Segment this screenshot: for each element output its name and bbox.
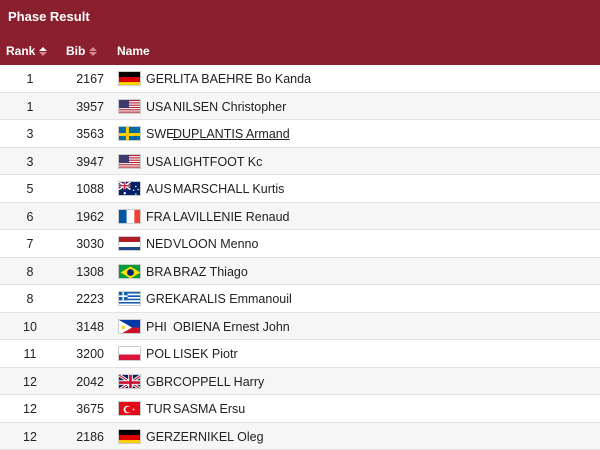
country-code: GBR: [146, 374, 174, 389]
rank-cell: 7: [26, 237, 34, 251]
sweden-flag-icon: [118, 126, 141, 141]
bib-cell: 3947: [76, 154, 104, 169]
country-code: GRE: [146, 292, 174, 306]
bib-cell: 2167: [76, 72, 104, 86]
rank-cell: 12: [23, 429, 37, 444]
bib-cell: 2186: [76, 429, 104, 444]
bib-cell: 3675: [76, 402, 104, 416]
bib-cell: 3957: [76, 99, 104, 114]
country-code: USA: [146, 154, 172, 169]
table-row[interactable]: 10 3148 PHI OBIENA Ernest John: [0, 312, 600, 340]
rank-column-header[interactable]: Rank: [6, 44, 48, 58]
rank-cell: 6: [26, 209, 34, 224]
bib-cell: 2042: [76, 374, 104, 389]
germany-flag-icon: [118, 71, 141, 86]
country-code: USA: [146, 99, 172, 114]
rank-cell: 3: [26, 154, 34, 169]
athlete-name-link[interactable]: SASMA Ersu: [173, 402, 246, 416]
turkey-flag-icon: [118, 401, 141, 416]
athlete-name-link[interactable]: LITA BAEHRE Bo Kanda: [173, 72, 312, 86]
table-row[interactable]: 6 1962 FRA LAVILLENIE Renaud: [0, 202, 600, 230]
table-row[interactable]: 3 3947 USA LIGHTFOOT Kc: [0, 147, 600, 175]
table-row[interactable]: 5 1088 AUS MARSCHALL Kurtis: [0, 175, 600, 203]
rank-cell: 3: [26, 127, 34, 141]
bib-column-header[interactable]: Bib: [66, 44, 98, 58]
rank-cell: 12: [23, 374, 37, 389]
athlete-name-link[interactable]: LIGHTFOOT Kc: [173, 154, 263, 169]
australia-flag-icon: [118, 181, 141, 196]
table-row[interactable]: 12 2042 GBR COPPELL Harry: [0, 367, 600, 395]
usa-flag-icon: [118, 98, 141, 114]
table-row[interactable]: 3 3563 SWE DUPLANTIS Armand: [0, 120, 600, 148]
rank-header-label: Rank: [6, 44, 36, 58]
table-row[interactable]: 11 3200 POL LISEK Piotr: [0, 340, 600, 368]
bib-cell: 3563: [76, 127, 104, 141]
athlete-name-link[interactable]: NILSEN Christopher: [173, 99, 287, 114]
rank-cell: 11: [23, 347, 37, 361]
table-row[interactable]: 12 3675 TUR SASMA Ersu: [0, 395, 600, 423]
athlete-name-link[interactable]: KARALIS Emmanouil: [173, 292, 292, 306]
country-code: PHI: [146, 319, 167, 334]
athlete-name-link[interactable]: ZERNIKEL Oleg: [173, 429, 264, 444]
results-table-body: 1 2167 GER LITA BAEHRE Bo Kanda 1 3957 USA NILS…: [0, 65, 600, 450]
rank-cell: 1: [26, 99, 34, 114]
bib-header-label: Bib: [66, 44, 86, 58]
bib-cell: 1088: [76, 182, 104, 196]
table-row[interactable]: 7 3030 NED VLOON Menno: [0, 230, 600, 258]
country-code: SWE: [146, 127, 175, 141]
table-row[interactable]: 12 2186 GER ZERNIKEL Oleg: [0, 422, 600, 450]
uk-flag-icon: [118, 373, 141, 389]
athlete-name-link[interactable]: LISEK Piotr: [173, 347, 238, 361]
bib-cell: 1962: [76, 209, 104, 224]
table-row[interactable]: 1 2167 GER LITA BAEHRE Bo Kanda: [0, 65, 600, 93]
bib-cell: 1308: [76, 264, 104, 279]
country-code: FRA: [146, 209, 171, 224]
germany-flag-icon: [118, 428, 141, 444]
athlete-name-link[interactable]: BRAZ Thiago: [173, 264, 248, 279]
philippines-flag-icon: [118, 318, 141, 334]
rank-cell: 10: [23, 319, 37, 334]
bib-cell: 3148: [76, 319, 104, 334]
greece-flag-icon: [118, 291, 141, 306]
rank-cell: 5: [26, 182, 34, 196]
rank-cell: 8: [26, 292, 34, 306]
name-header-label: Name: [117, 44, 150, 58]
table-header: Rank Bib Name: [0, 36, 600, 65]
panel-title: Phase Result: [0, 0, 600, 36]
country-code: AUS: [146, 182, 172, 196]
athlete-name-link[interactable]: MARSCHALL Kurtis: [173, 182, 285, 196]
country-code: GER: [146, 429, 174, 444]
country-code: TUR: [146, 402, 172, 416]
athlete-name-link[interactable]: VLOON Menno: [173, 237, 259, 251]
france-flag-icon: [118, 208, 141, 224]
poland-flag-icon: [118, 346, 141, 361]
name-column-header: Name: [117, 44, 150, 58]
brazil-flag-icon: [118, 263, 141, 279]
athlete-name-link[interactable]: LAVILLENIE Renaud: [173, 209, 290, 224]
netherlands-flag-icon: [118, 236, 141, 251]
athlete-name-link[interactable]: DUPLANTIS Armand: [173, 127, 290, 141]
country-code: NED: [146, 237, 173, 251]
country-code: BRA: [146, 264, 172, 279]
usa-flag-icon: [118, 153, 141, 169]
bib-cell: 2223: [76, 292, 104, 306]
sort-icon: [39, 46, 48, 56]
rank-cell: 8: [26, 264, 34, 279]
rank-cell: 12: [23, 402, 37, 416]
bib-cell: 3200: [76, 347, 104, 361]
athlete-name-link[interactable]: COPPELL Harry: [173, 374, 265, 389]
athlete-name-link[interactable]: OBIENA Ernest John: [173, 319, 290, 334]
country-code: POL: [146, 347, 172, 361]
country-code: GER: [146, 72, 174, 86]
sort-icon: [89, 46, 98, 56]
table-row[interactable]: 8 1308 BRA BRAZ Thiago: [0, 257, 600, 285]
table-row[interactable]: 1 3957 USA NILSEN Christopher: [0, 92, 600, 120]
bib-cell: 3030: [76, 237, 104, 251]
rank-cell: 1: [26, 72, 34, 86]
table-row[interactable]: 8 2223 GRE KARALIS Emmanouil: [0, 285, 600, 313]
